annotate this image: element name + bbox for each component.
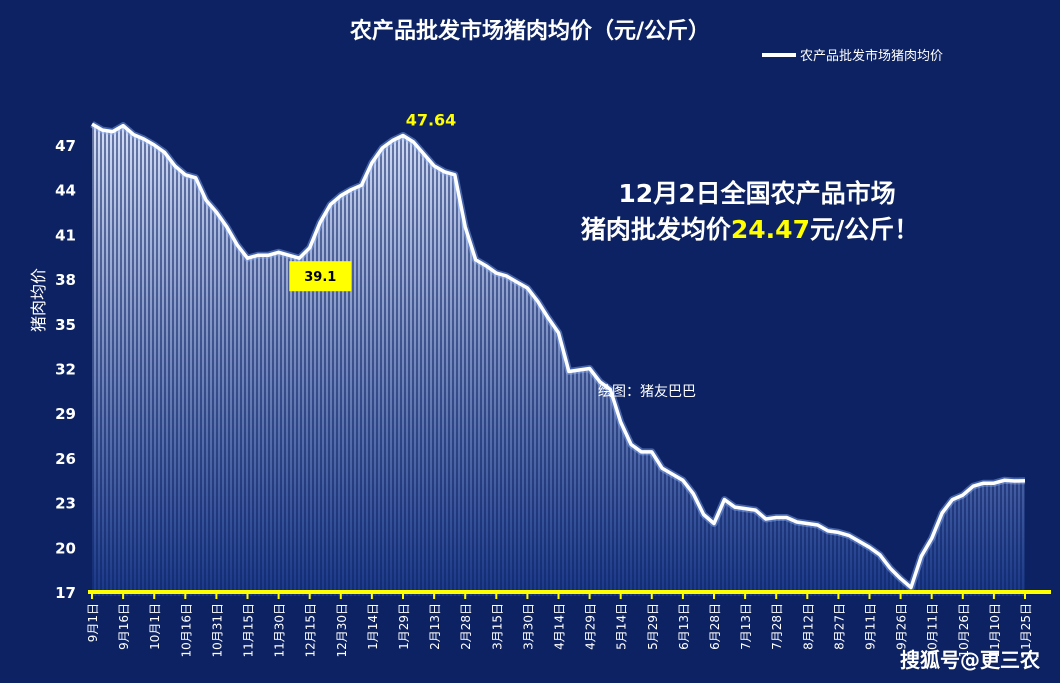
x-tick-label: 10月16日: [179, 603, 193, 658]
headline-line2-suffix: 元/公斤！: [810, 215, 919, 244]
x-tick-label: 10月26日: [957, 603, 971, 658]
watermark: 搜狐号@更三农: [900, 648, 1040, 672]
y-tick-label: 41: [55, 226, 76, 244]
x-tick-label: 10月31日: [210, 603, 224, 658]
annotations: 47.64 39.1: [289, 111, 456, 292]
legend: 农产品批发市场猪肉均价: [762, 48, 943, 64]
x-tick-label: 2月28日: [459, 603, 473, 650]
y-tick-label: 26: [55, 450, 76, 468]
x-tick-label: 10月1日: [148, 603, 162, 650]
y-axis: 17 20 23 26 29 32 35 38 41 44 47: [55, 137, 76, 602]
headline-line2-prefix: 猪肉批发均价: [581, 215, 732, 244]
x-tick-label: 7月13日: [739, 603, 753, 650]
x-tick-label: 3月15日: [490, 603, 504, 650]
y-axis-label: 猪肉均价: [29, 268, 48, 332]
x-tick-label: 1月29日: [397, 603, 411, 650]
y-tick-label: 20: [55, 539, 76, 557]
x-tick-label: 11月30日: [273, 603, 287, 658]
credit-text: 绘图：猪友巴巴: [598, 384, 696, 400]
legend-label: 农产品批发市场猪肉均价: [800, 48, 943, 64]
y-tick-label: 35: [55, 316, 76, 334]
chart-title: 农产品批发市场猪肉均价（元/公斤）: [349, 18, 710, 44]
y-tick-label: 38: [55, 271, 76, 289]
y-tick-label: 17: [55, 584, 76, 602]
x-tick-label: 9月16日: [117, 603, 131, 650]
x-tick-label: 11月10日: [988, 603, 1002, 658]
x-axis: 9月1日 9月16日 10月1日 10月16日 10月31日 11月15日 11月30日 12…: [86, 590, 1051, 658]
x-tick-label: 6月13日: [677, 603, 691, 650]
price-area: [92, 124, 1025, 596]
x-tick-label: 4月29日: [584, 603, 598, 650]
x-tick-label: 12月15日: [304, 603, 318, 658]
price-line-group: [90, 121, 1026, 591]
x-tick-label: 12月30日: [335, 603, 349, 658]
x-tick-label: 1月14日: [366, 603, 380, 650]
x-tick-label: 7月28日: [770, 603, 784, 650]
x-tick-label: 9月11日: [864, 603, 878, 650]
x-tick-label: 11月15日: [242, 603, 256, 658]
x-tick-label: 5月29日: [646, 603, 660, 650]
trough-label: 39.1: [304, 270, 336, 285]
x-tick-label: 2月13日: [428, 603, 442, 650]
y-tick-label: 47: [55, 137, 76, 155]
x-tick-label: 8月27日: [832, 603, 846, 650]
headline: 12月2日全国农产品市场 猪肉批发均价24.47元/公斤！: [581, 179, 919, 244]
trough-label-box: [289, 261, 352, 292]
y-tick-label: 32: [55, 361, 76, 379]
x-tick-label: 6月28日: [708, 603, 722, 650]
x-tick-label: 8月12日: [801, 603, 815, 650]
headline-price-value: 24.47: [731, 215, 810, 244]
x-tick-label: 10月11日: [926, 603, 940, 658]
y-tick-label: 23: [55, 495, 76, 513]
x-tick-label: 9月1日: [86, 603, 100, 642]
peak-label: 47.64: [406, 111, 457, 130]
headline-line1: 12月2日全国农产品市场: [618, 179, 895, 208]
y-tick-label: 29: [55, 405, 76, 423]
x-tick-label: 4月14日: [553, 603, 567, 650]
x-tick-label: 9月26日: [895, 603, 909, 650]
price-area-stripes: [92, 124, 1025, 596]
x-tick-label: 3月30日: [521, 603, 535, 650]
x-tick-label: 5月14日: [615, 603, 629, 650]
y-tick-label: 44: [55, 182, 76, 200]
x-tick-label: 11月25日: [1019, 603, 1033, 658]
headline-line2: 猪肉批发均价24.47元/公斤！: [581, 215, 919, 244]
